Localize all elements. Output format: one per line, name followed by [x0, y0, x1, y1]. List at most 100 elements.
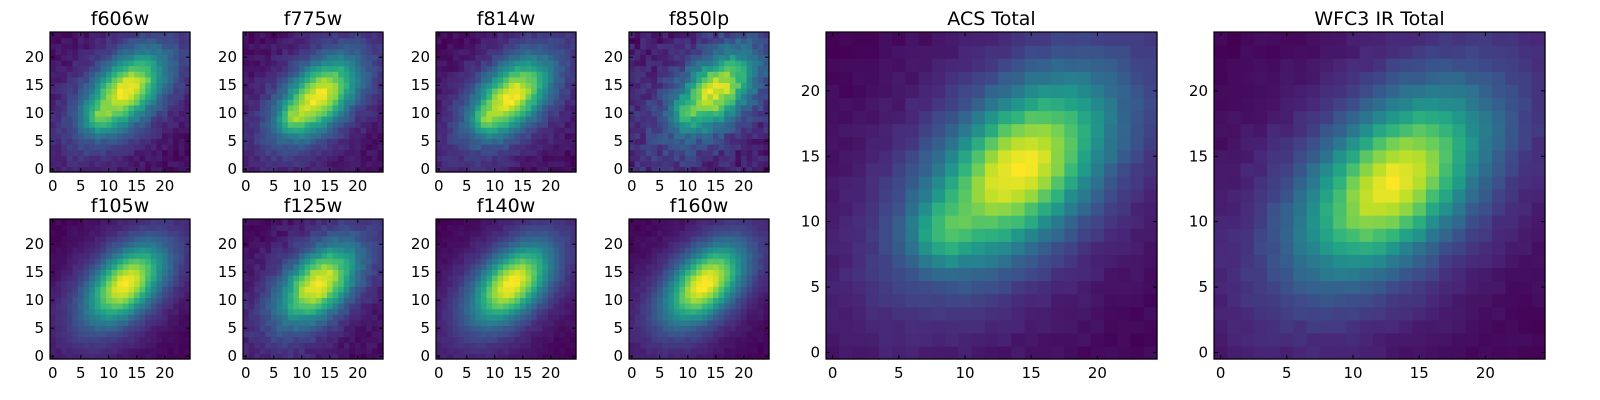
heatmap-cell	[536, 247, 543, 254]
heatmap-cell	[254, 88, 261, 95]
heatmap-cell	[441, 263, 448, 270]
heatmap-cell	[371, 252, 378, 259]
heatmap-cell	[746, 342, 753, 349]
heatmap-cell	[89, 314, 96, 321]
heatmap-cell	[167, 258, 174, 265]
heatmap-cell	[310, 325, 317, 332]
axes-frame	[628, 31, 770, 173]
heatmap-cell	[111, 155, 118, 162]
heatmap-cell	[696, 331, 703, 338]
heatmap-cell	[525, 280, 532, 287]
heatmap-cell	[724, 121, 731, 128]
heatmap-cell	[508, 241, 515, 248]
heatmap-cell	[475, 65, 482, 72]
heatmap-cell	[629, 331, 636, 338]
heatmap-cell	[520, 65, 527, 72]
heatmap-cell	[293, 160, 300, 167]
heatmap-cell	[548, 110, 555, 117]
heatmap-cell	[503, 308, 510, 315]
heatmap-cell	[371, 258, 378, 265]
heatmap-cell	[553, 82, 560, 89]
heatmap-cell	[78, 230, 85, 237]
heatmap-cell	[355, 280, 362, 287]
heatmap-cell	[162, 37, 169, 44]
heatmap-cell	[713, 342, 720, 349]
heatmap-cell	[729, 308, 736, 315]
heatmap-cell	[100, 347, 107, 354]
heatmap-cell	[746, 60, 753, 67]
heatmap-cell	[514, 224, 521, 231]
heatmap-cell	[548, 308, 555, 315]
heatmap-cell	[139, 71, 146, 78]
heatmap-cell	[673, 347, 680, 354]
heatmap-cell	[531, 291, 538, 298]
heatmap-cell	[150, 110, 157, 117]
heatmap-cell	[718, 353, 725, 360]
heatmap-cell	[122, 160, 129, 167]
heatmap-cell	[701, 297, 708, 304]
heatmap-cell	[492, 82, 499, 89]
heatmap-cell	[106, 71, 113, 78]
heatmap-cell	[178, 65, 185, 72]
heatmap-cell	[315, 263, 322, 270]
heatmap-cell	[447, 241, 454, 248]
heatmap-cell	[458, 291, 465, 298]
heatmap-cell	[265, 308, 272, 315]
heatmap-cell	[746, 37, 753, 44]
heatmap-cell	[259, 308, 266, 315]
heatmap-cell	[310, 37, 317, 44]
heatmap-cell	[145, 241, 152, 248]
heatmap-cell	[713, 132, 720, 139]
heatmap-cell	[559, 286, 566, 293]
heatmap-cell	[321, 336, 328, 343]
heatmap-cell	[111, 252, 118, 259]
heatmap-cell	[66, 219, 73, 226]
heatmap-cell	[371, 116, 378, 123]
heatmap-cell	[173, 275, 180, 282]
heatmap-cell	[178, 224, 185, 231]
heatmap-cell	[254, 65, 261, 72]
heatmap-cell	[564, 269, 571, 276]
heatmap-cell	[536, 353, 543, 360]
heatmap-cell	[271, 325, 278, 332]
y-tick-label: 0	[34, 160, 44, 178]
heatmap-cell	[559, 219, 566, 226]
heatmap-cell	[78, 60, 85, 67]
heatmap-cell	[162, 308, 169, 315]
heatmap-cell	[162, 230, 169, 237]
heatmap-cell	[536, 258, 543, 265]
heatmap-cell	[480, 127, 487, 134]
heatmap-cell	[184, 127, 191, 134]
heatmap-cell	[475, 32, 482, 39]
heatmap-cell	[349, 93, 356, 100]
heatmap-cell	[436, 71, 443, 78]
heatmap-cell	[464, 127, 471, 134]
heatmap-cell	[464, 336, 471, 343]
heatmap-cell	[145, 71, 152, 78]
heatmap-cell	[89, 247, 96, 254]
heatmap-cell	[299, 88, 306, 95]
heatmap-cell	[259, 43, 266, 50]
heatmap-cell	[508, 93, 515, 100]
heatmap-cell	[536, 104, 543, 111]
heatmap-cell	[707, 88, 714, 95]
heatmap-cell	[514, 280, 521, 287]
heatmap-cell	[657, 127, 664, 134]
heatmap-cell	[553, 314, 560, 321]
heatmap-cell	[634, 132, 641, 139]
heatmap-cell	[366, 319, 373, 326]
heatmap-cell	[548, 252, 555, 259]
heatmap-cell	[486, 99, 493, 106]
heatmap-cell	[332, 32, 339, 39]
heatmap-cell	[349, 347, 356, 354]
heatmap-cell	[139, 48, 146, 55]
heatmap-cell	[167, 127, 174, 134]
heatmap-cell	[377, 93, 384, 100]
heatmap-cell	[106, 48, 113, 55]
heatmap-cell	[436, 291, 443, 298]
heatmap-cell	[276, 353, 283, 360]
heatmap-cell	[559, 160, 566, 167]
heatmap-cell	[657, 60, 664, 67]
heatmap-cell	[55, 144, 62, 151]
heatmap-cell	[355, 110, 362, 117]
